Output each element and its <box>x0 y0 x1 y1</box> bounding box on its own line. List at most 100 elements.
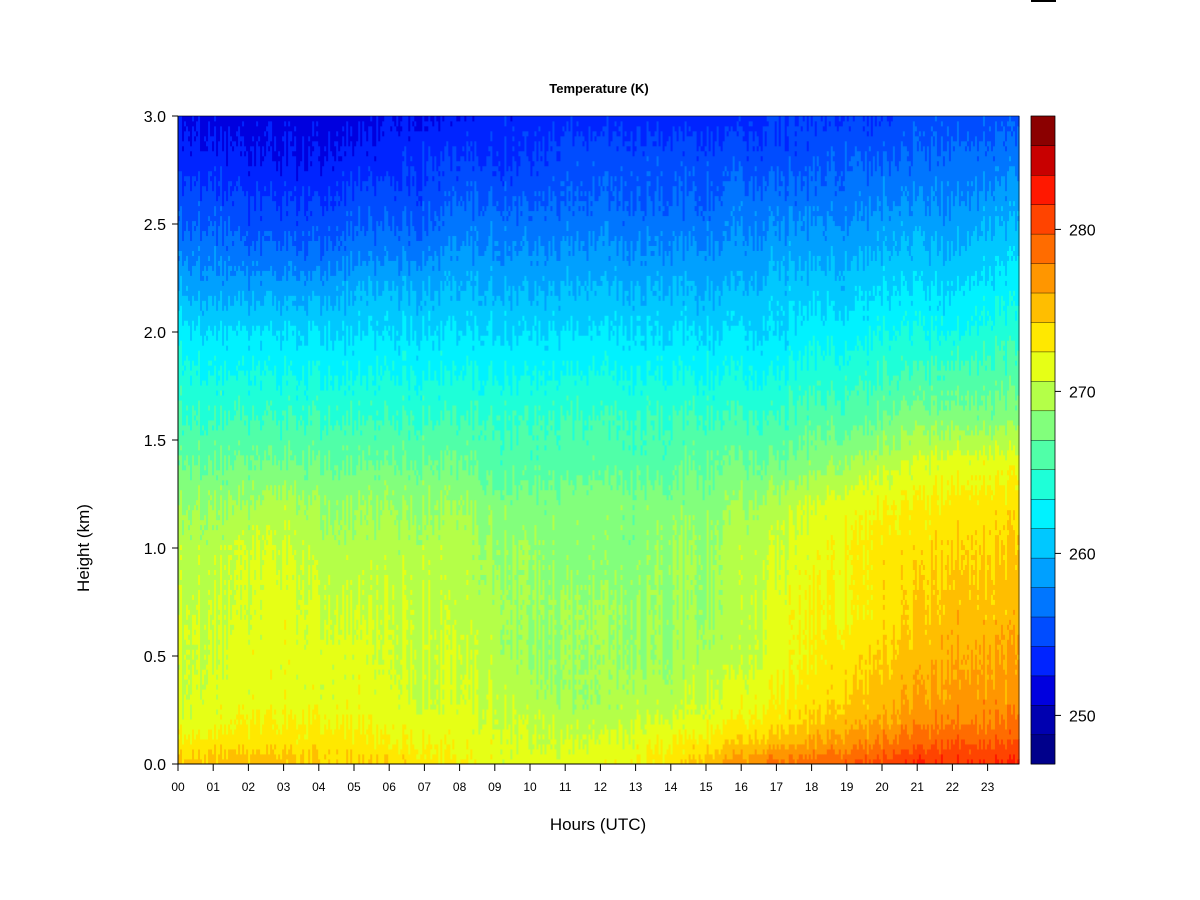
heatmap-cell <box>358 674 361 680</box>
heatmap-cell <box>246 724 249 750</box>
heatmap-cell <box>466 320 469 356</box>
heatmap-cell <box>384 569 387 575</box>
heatmap-cell <box>442 689 445 700</box>
heatmap-cell <box>312 440 315 446</box>
heatmap-cell <box>262 195 265 237</box>
heatmap-cell <box>226 674 229 680</box>
heatmap-cell <box>430 704 433 710</box>
heatmap-cell <box>440 360 443 411</box>
heatmap-cell <box>412 609 415 615</box>
heatmap-cell <box>302 116 305 137</box>
heatmap-cell <box>408 390 411 396</box>
heatmap-cell <box>252 479 255 491</box>
heatmap-cell <box>250 380 253 386</box>
heatmap-cell <box>364 235 367 261</box>
heatmap-cell <box>278 554 281 570</box>
heatmap-cell <box>326 629 329 645</box>
heatmap-cell <box>184 260 187 296</box>
heatmap-cell <box>210 749 213 765</box>
heatmap-cell <box>430 709 433 745</box>
heatmap-cell <box>402 395 405 401</box>
heatmap-cell <box>184 659 187 675</box>
heatmap-cell <box>300 599 303 610</box>
heatmap-cell <box>308 494 311 546</box>
heatmap-cell <box>378 474 381 481</box>
heatmap-cell <box>306 739 309 765</box>
heatmap-cell <box>416 714 419 750</box>
heatmap-cell <box>262 589 265 725</box>
heatmap-cell <box>384 489 387 556</box>
heatmap-cell <box>262 425 265 461</box>
heatmap-cell <box>234 569 237 590</box>
heatmap-cell <box>198 200 201 207</box>
heatmap-cell <box>268 120 271 147</box>
heatmap-cell <box>336 135 339 142</box>
heatmap-cell <box>360 295 363 301</box>
heatmap-cell <box>390 689 393 750</box>
heatmap-cell <box>198 350 201 401</box>
heatmap-cell <box>336 464 339 501</box>
heatmap-cell <box>356 375 359 431</box>
heatmap-cell <box>220 704 223 710</box>
heatmap-cell <box>266 524 269 541</box>
heatmap-cell <box>242 714 245 745</box>
heatmap-cell <box>452 624 455 740</box>
heatmap-cell <box>360 504 363 511</box>
heatmap-cell <box>330 205 333 242</box>
heatmap-cell <box>318 145 321 157</box>
heatmap-cell <box>366 150 369 157</box>
heatmap-cell <box>182 469 185 516</box>
heatmap-cell <box>294 549 297 556</box>
heatmap-cell <box>306 604 309 610</box>
heatmap-cell <box>320 440 323 476</box>
heatmap-cell <box>420 205 423 242</box>
heatmap-cell <box>408 754 411 765</box>
heatmap-cell <box>454 320 457 366</box>
heatmap-cell <box>252 140 255 147</box>
heatmap-cell <box>242 539 245 705</box>
heatmap-cell <box>326 350 329 391</box>
heatmap-cell <box>436 215 439 256</box>
heatmap-cell <box>260 639 263 735</box>
heatmap-cell <box>184 365 187 371</box>
heatmap-cell <box>436 325 439 331</box>
heatmap-cell <box>320 654 323 685</box>
heatmap-cell <box>336 225 339 232</box>
heatmap-cell <box>428 250 431 256</box>
heatmap-cell <box>332 734 335 765</box>
heatmap-cell <box>432 709 435 755</box>
heatmap-cell <box>262 564 265 585</box>
heatmap-cell <box>202 345 205 381</box>
heatmap-cell <box>256 444 259 456</box>
heatmap-cell <box>358 310 361 316</box>
heatmap-cell <box>342 365 345 376</box>
heatmap-cell <box>382 425 385 466</box>
heatmap-cell <box>288 395 291 401</box>
heatmap-cell <box>336 190 339 227</box>
heatmap-cell <box>456 160 459 167</box>
heatmap-cell <box>418 529 421 536</box>
heatmap-cell <box>226 350 229 381</box>
heatmap-cell <box>294 529 297 536</box>
heatmap-cell <box>320 734 323 765</box>
heatmap-cell <box>356 509 359 605</box>
heatmap-cell <box>358 400 361 406</box>
heatmap-cell <box>422 544 425 551</box>
heatmap-cell <box>260 280 263 286</box>
heatmap-cell <box>206 539 209 546</box>
heatmap-cell <box>224 549 227 566</box>
heatmap-cell <box>424 305 427 336</box>
heatmap-cell <box>290 544 293 710</box>
heatmap-cell <box>294 270 297 276</box>
heatmap-cell <box>244 584 247 590</box>
heatmap-cell <box>190 719 193 745</box>
heatmap-cell <box>228 260 231 266</box>
heatmap-cell <box>396 509 399 516</box>
heatmap-cell <box>194 220 197 227</box>
heatmap-cell <box>280 250 283 281</box>
heatmap-cell <box>288 749 291 765</box>
heatmap-cell <box>468 679 471 685</box>
heatmap-cell <box>282 749 285 765</box>
heatmap-cell <box>342 125 345 132</box>
heatmap-cell <box>362 415 365 451</box>
